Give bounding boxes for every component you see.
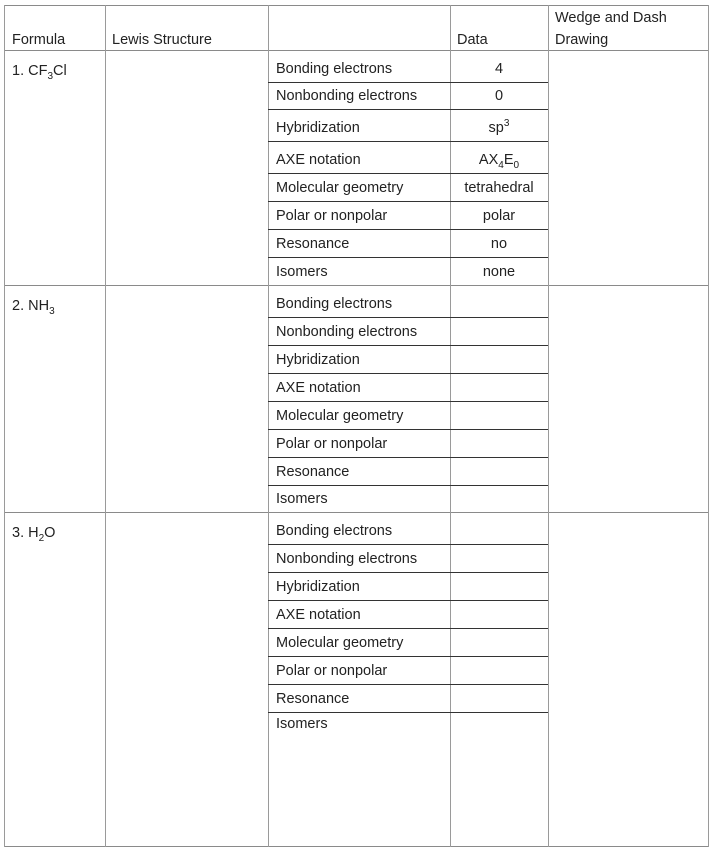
lewis-structure-cell[interactable]	[106, 514, 266, 844]
property-label: Isomers	[276, 264, 328, 280]
table-column-divider	[105, 5, 106, 847]
header-wedge-dash-line1: Wedge and Dash	[555, 10, 667, 26]
formula-text: O	[44, 525, 56, 541]
property-row-divider	[268, 712, 548, 713]
wedge-dash-drawing-cell[interactable]	[550, 287, 706, 510]
property-row-divider	[268, 600, 548, 601]
wedge-dash-drawing-cell[interactable]	[550, 514, 706, 844]
table-row-divider	[4, 285, 709, 286]
table-column-divider	[450, 5, 451, 847]
data-value-cell[interactable]: polar	[482, 208, 516, 224]
formula-text: 2. NH	[12, 298, 50, 314]
property-row-divider	[268, 544, 548, 545]
property-row-divider	[268, 229, 548, 230]
property-label: Resonance	[276, 464, 350, 480]
property-label: Polar or nonpolar	[276, 436, 388, 452]
lewis-structure-cell[interactable]	[106, 52, 266, 283]
property-row-divider	[268, 201, 548, 202]
formula-cell: 1. CF3Cl	[12, 62, 67, 82]
wedge-dash-drawing-cell[interactable]	[550, 52, 706, 283]
property-label: Bonding electrons	[276, 61, 393, 77]
data-value-cell[interactable]: AX4E0	[478, 152, 520, 171]
property-label: AXE notation	[276, 380, 361, 396]
data-value-cell[interactable]: no	[490, 236, 508, 252]
formula-text: 3	[49, 305, 55, 317]
property-row-divider	[268, 401, 548, 402]
property-label: Molecular geometry	[276, 635, 404, 651]
property-row-divider	[268, 345, 548, 346]
property-label: Molecular geometry	[276, 180, 404, 196]
table-column-divider	[268, 5, 269, 847]
property-label: Bonding electrons	[276, 523, 393, 539]
table-row-divider	[4, 512, 709, 513]
property-row-divider	[268, 429, 548, 430]
property-label: Molecular geometry	[276, 408, 404, 424]
header-wedge-dash-line2: Drawing	[555, 32, 609, 48]
property-label: Hybridization	[276, 352, 360, 368]
data-value-cell[interactable]: 0	[494, 88, 504, 104]
formula-cell: 2. NH3	[12, 297, 55, 317]
property-label: AXE notation	[276, 607, 361, 623]
header-formula: Formula	[12, 32, 66, 48]
header-data: Data	[457, 32, 488, 48]
property-row-divider	[268, 257, 548, 258]
table-column-divider	[4, 5, 5, 847]
table-row-divider	[4, 5, 709, 6]
data-value-cell[interactable]: 4	[494, 61, 504, 77]
property-row-divider	[268, 82, 548, 83]
header-lewis-structure: Lewis Structure	[112, 32, 212, 48]
property-label: Polar or nonpolar	[276, 208, 388, 224]
property-row-divider	[268, 572, 548, 573]
formula-text: 3	[47, 70, 54, 82]
property-row-divider	[268, 109, 548, 110]
property-label: Bonding electrons	[276, 296, 393, 312]
formula-text: Cl	[53, 63, 67, 79]
property-label: Isomers	[276, 491, 328, 507]
table-column-divider	[708, 5, 709, 847]
formula-cell: 3. H2O	[12, 524, 56, 544]
property-label: Resonance	[276, 236, 350, 252]
property-row-divider	[268, 684, 548, 685]
data-value-cell[interactable]: none	[482, 264, 516, 280]
property-label: Resonance	[276, 691, 350, 707]
table-column-divider	[548, 5, 549, 847]
data-value-cell[interactable]: tetrahedral	[464, 180, 534, 196]
lewis-structure-cell[interactable]	[106, 287, 266, 510]
table-row-divider	[4, 50, 709, 51]
property-label: Nonbonding electrons	[276, 88, 418, 104]
table-row-divider	[4, 846, 709, 847]
property-row-divider	[268, 628, 548, 629]
property-label: Isomers	[276, 716, 328, 732]
formula-text: 3. H	[12, 525, 39, 541]
property-label: Polar or nonpolar	[276, 663, 388, 679]
data-value-cell[interactable]: sp3	[488, 118, 510, 136]
property-label: Hybridization	[276, 579, 360, 595]
property-row-divider	[268, 173, 548, 174]
property-row-divider	[268, 485, 548, 486]
property-label: AXE notation	[276, 152, 361, 168]
property-row-divider	[268, 656, 548, 657]
property-row-divider	[268, 141, 548, 142]
property-label: Hybridization	[276, 120, 360, 136]
property-label: Nonbonding electrons	[276, 324, 418, 340]
property-row-divider	[268, 317, 548, 318]
property-row-divider	[268, 373, 548, 374]
property-row-divider	[268, 457, 548, 458]
formula-text: 2	[38, 532, 45, 544]
property-label: Nonbonding electrons	[276, 551, 418, 567]
formula-text: 1. CF	[12, 63, 48, 79]
